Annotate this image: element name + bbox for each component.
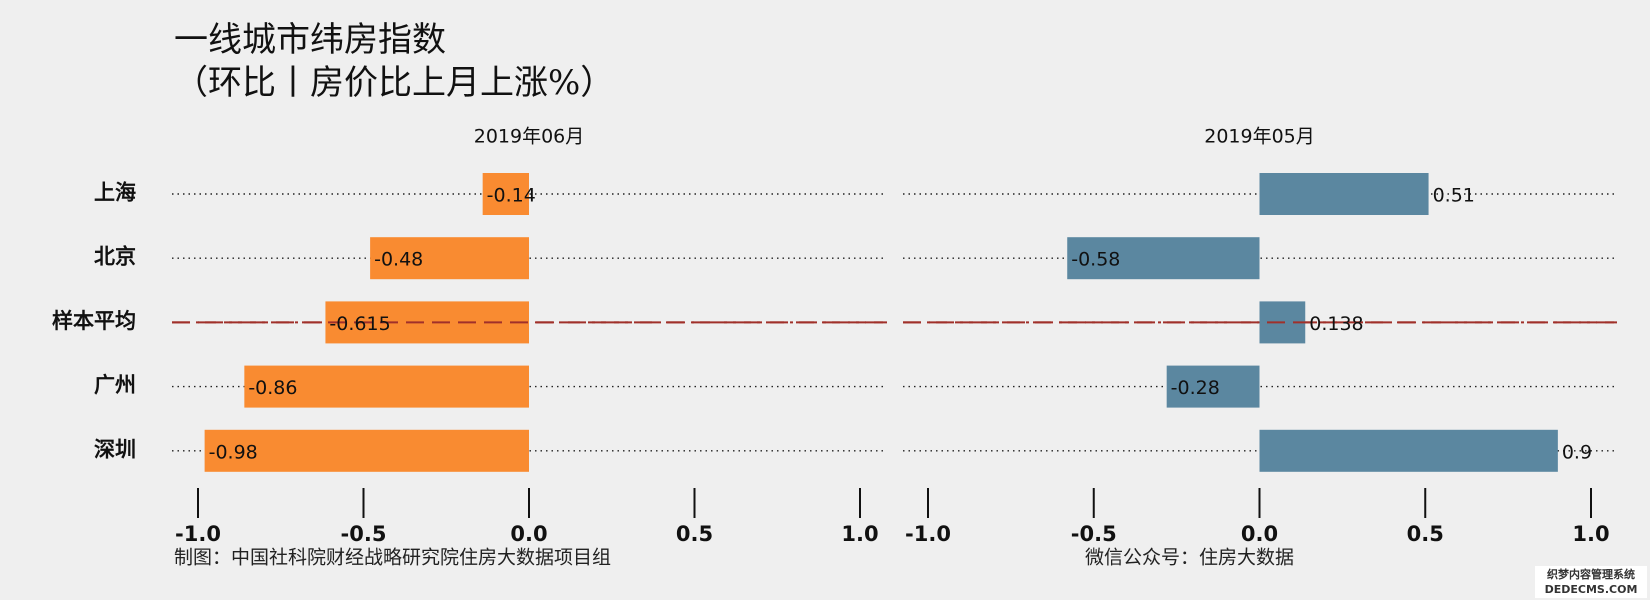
x-tick-label: -0.5 bbox=[341, 522, 387, 546]
x-tick-label: 1.0 bbox=[1572, 522, 1609, 546]
value-label: 0.51 bbox=[1433, 185, 1475, 207]
bar bbox=[1259, 173, 1429, 215]
value-label: -0.615 bbox=[329, 313, 390, 335]
value-label: 0.9 bbox=[1562, 441, 1592, 463]
category-label: 样本平均 bbox=[52, 308, 136, 333]
x-tick-label: 0.5 bbox=[676, 522, 713, 546]
chart-subtitle: （环比丨房价比上月上涨%） bbox=[174, 63, 614, 103]
x-tick-label: -0.5 bbox=[1071, 522, 1117, 546]
category-label: 广州 bbox=[94, 372, 136, 397]
value-label: -0.98 bbox=[209, 441, 258, 463]
x-tick-label: -1.0 bbox=[175, 522, 221, 546]
category-label: 北京 bbox=[94, 244, 136, 269]
bar bbox=[1259, 429, 1558, 472]
chart-title: 一线城市纬房指数 bbox=[174, 20, 446, 60]
value-label: -0.28 bbox=[1171, 377, 1220, 399]
watermark: DEDECMS.COM bbox=[1545, 583, 1638, 596]
bar bbox=[244, 365, 529, 408]
watermark-box bbox=[1535, 566, 1647, 598]
x-tick-label: 0.5 bbox=[1407, 522, 1444, 546]
bar bbox=[370, 237, 529, 280]
value-label: -0.86 bbox=[248, 377, 297, 399]
footer-left: 制图：中国社科院财经战略研究院住房大数据项目组 bbox=[174, 547, 611, 569]
x-tick-label: 0.0 bbox=[1241, 522, 1278, 546]
value-label: -0.48 bbox=[374, 249, 423, 271]
x-tick-label: 1.0 bbox=[841, 522, 878, 546]
x-tick-label: 0.0 bbox=[510, 522, 547, 546]
bar bbox=[1067, 237, 1260, 280]
category-label: 上海 bbox=[94, 180, 136, 205]
category-label: 深圳 bbox=[94, 436, 136, 461]
value-label: 0.138 bbox=[1309, 313, 1363, 335]
bar bbox=[204, 429, 529, 472]
panel-title: 2019年06月 bbox=[474, 126, 585, 148]
value-label: -0.14 bbox=[487, 185, 536, 207]
x-tick-label: -1.0 bbox=[905, 522, 951, 546]
panel-title: 2019年05月 bbox=[1204, 126, 1315, 148]
watermark: 织梦内容管理系统 bbox=[1547, 567, 1635, 581]
footer-right: 微信公众号：住房大数据 bbox=[1085, 547, 1294, 569]
bar bbox=[482, 173, 529, 215]
value-label: -0.58 bbox=[1071, 249, 1120, 271]
bar bbox=[1166, 365, 1260, 408]
